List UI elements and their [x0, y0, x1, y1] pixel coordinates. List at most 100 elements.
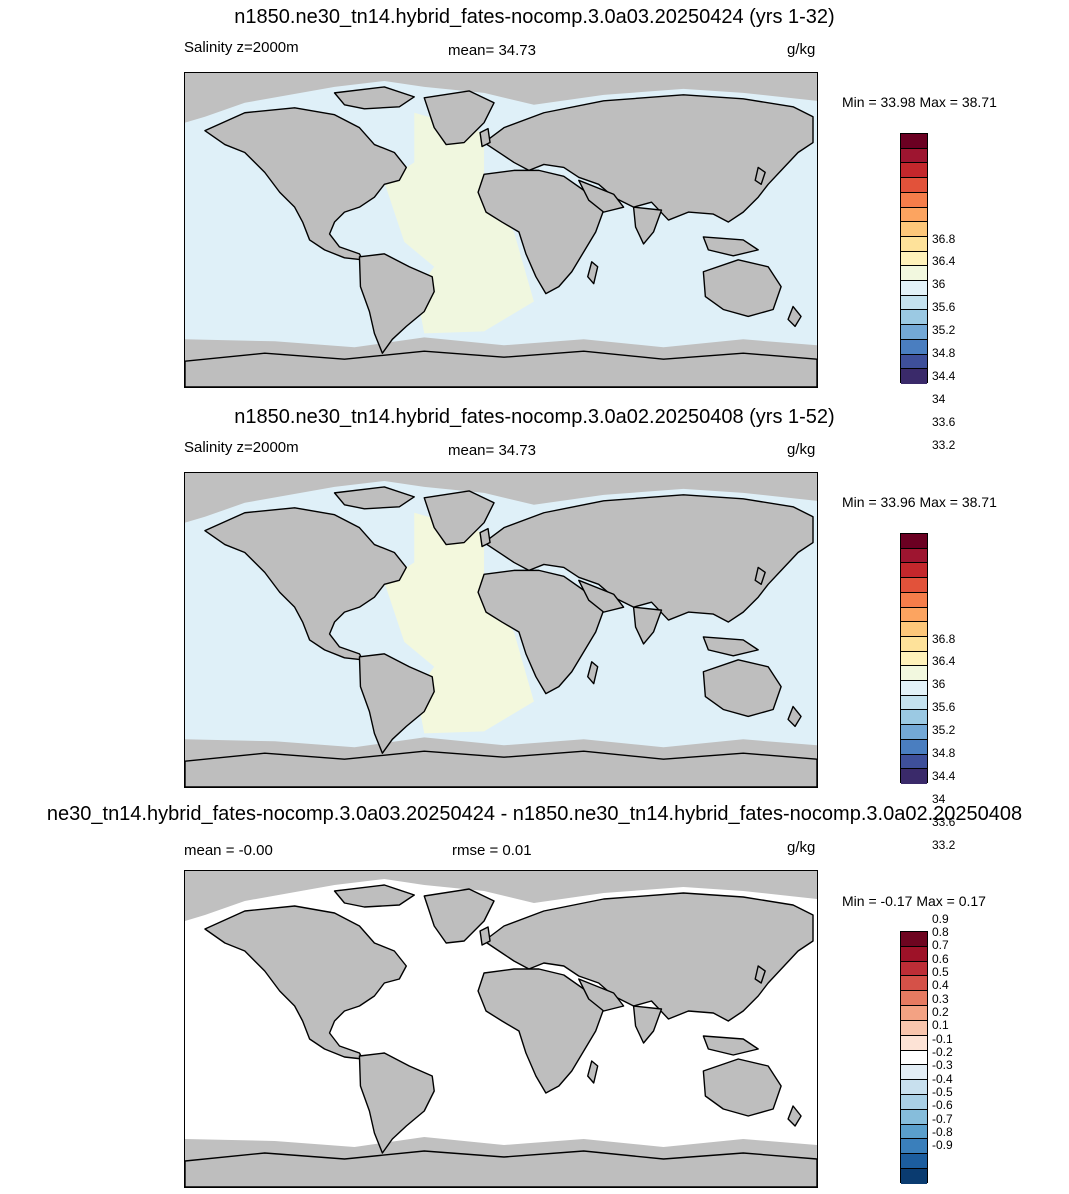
colorbar-segment	[901, 681, 927, 696]
colorbar-segment	[901, 946, 927, 962]
colorbar-tick-label: -0.3	[932, 1058, 953, 1073]
land-mass	[333, 86, 415, 110]
land-mass	[632, 1005, 663, 1044]
land-mass	[578, 978, 625, 1012]
colorbar-tick-label: 35.2	[932, 323, 956, 338]
colorbar-segment	[901, 295, 927, 311]
world-map	[185, 473, 817, 787]
colorbar-tick-label: 35.6	[932, 300, 956, 315]
units-label: g/kg	[787, 839, 816, 856]
colorbar-tick-label: 36	[932, 277, 946, 292]
colorbar-segment	[901, 563, 927, 579]
min-max-label: Min = 33.96 Max = 38.71	[842, 494, 997, 510]
colorbar-segment	[901, 932, 927, 947]
colorbar-segment	[901, 666, 927, 682]
land-mass	[702, 659, 782, 718]
variable-label: Salinity z=2000m	[184, 39, 299, 56]
colorbar-tick-label: 0.2	[932, 1005, 949, 1020]
colorbar-segment	[901, 710, 927, 726]
min-max-label: Min = 33.98 Max = 38.71	[842, 94, 997, 110]
land-mass	[358, 1052, 435, 1154]
colorbar-tick-label: -0.9	[932, 1138, 953, 1153]
colorbar-tick-label: 0.6	[932, 951, 949, 966]
colorbar-tick-label: 0.5	[932, 965, 949, 980]
land-mass	[787, 705, 802, 728]
colorbar-tick-label: 34	[932, 392, 946, 407]
land-mass	[204, 905, 407, 1060]
colorbar-segment	[901, 339, 927, 355]
variable-label: Salinity z=2000m	[184, 439, 299, 456]
land-mass	[702, 1058, 782, 1117]
colorbar-tick-label: 34.8	[932, 746, 956, 761]
colorbar-segment	[901, 1006, 927, 1021]
land-mass	[204, 107, 407, 261]
colorbar-tick-label: 33.6	[932, 815, 956, 830]
land-mass	[483, 94, 814, 223]
colorbar-segment	[901, 622, 927, 637]
colorbar-tick-label: -0.7	[932, 1111, 953, 1126]
colorbar-segment	[901, 1065, 927, 1081]
colorbar-tick-label: 34.4	[932, 369, 956, 384]
colorbar-segment	[901, 769, 927, 784]
colorbar-tick-label: -0.5	[932, 1085, 953, 1100]
colorbar-segment	[901, 651, 927, 667]
colorbar-segment	[901, 1139, 927, 1155]
land-mass	[185, 350, 817, 387]
colorbar-segment	[901, 976, 927, 992]
world-map	[185, 73, 817, 387]
colorbar-segment	[901, 991, 927, 1007]
colorbar-segment	[901, 548, 927, 564]
land-mass	[479, 926, 491, 946]
colorbar-tick-label: -0.8	[932, 1125, 953, 1140]
colorbar-tick-label: 36.8	[932, 231, 956, 246]
colorbar-segment	[901, 236, 927, 252]
atlantic-salinity-band	[384, 112, 534, 334]
land-mass	[632, 206, 663, 245]
land-mass	[479, 527, 491, 548]
colorbar-segment	[901, 207, 927, 223]
map-plot	[184, 870, 818, 1188]
mean-label: mean= 34.73	[448, 442, 536, 459]
colorbar	[900, 133, 928, 384]
panel-title: n1850.ne30_tn14.hybrid_fates-nocomp.3.0a…	[234, 6, 835, 28]
min-max-label: Min = -0.17 Max = 0.17	[842, 893, 986, 909]
colorbar-segment	[901, 222, 927, 237]
colorbar-segment	[901, 961, 927, 977]
land-mass	[423, 888, 495, 944]
colorbar-segment	[901, 534, 927, 549]
colorbar-segment	[901, 1109, 927, 1125]
land-mass	[578, 579, 625, 613]
no-data-region	[185, 737, 817, 764]
land-mass	[787, 305, 802, 328]
colorbar-segment	[901, 251, 927, 267]
colorbar-segment	[901, 1154, 927, 1169]
land-mass	[483, 494, 814, 623]
colorbar-tick-label: 35.2	[932, 723, 956, 738]
map-plot	[184, 472, 818, 788]
land-mass	[358, 253, 435, 354]
colorbar-segment	[901, 607, 927, 623]
land-mass	[702, 1035, 759, 1056]
colorbar-tick-label: 35.6	[932, 700, 956, 715]
colorbar-tick-label: 0.8	[932, 925, 949, 940]
colorbar-segment	[901, 369, 927, 384]
colorbar-segment	[901, 739, 927, 755]
colorbar-tick-label: -0.2	[932, 1045, 953, 1060]
land-mass	[477, 968, 605, 1094]
atlantic-salinity-band	[384, 512, 534, 734]
colorbar-segment	[901, 325, 927, 340]
land-mass	[479, 127, 491, 148]
colorbar-segment	[901, 1094, 927, 1110]
colorbar-segment	[901, 725, 927, 740]
land-mass	[185, 750, 817, 787]
colorbar-segment	[901, 266, 927, 282]
atlantic-salinity-band	[384, 911, 534, 1133]
land-mass	[754, 566, 766, 585]
land-mass	[477, 169, 605, 295]
land-mass	[754, 965, 766, 984]
colorbar-tick-label: 33.2	[932, 437, 956, 452]
land-mass	[578, 179, 625, 213]
land-mass	[587, 661, 599, 685]
colorbar-tick-label: 36.8	[932, 631, 956, 646]
colorbar-tick-label: 36	[932, 677, 946, 692]
